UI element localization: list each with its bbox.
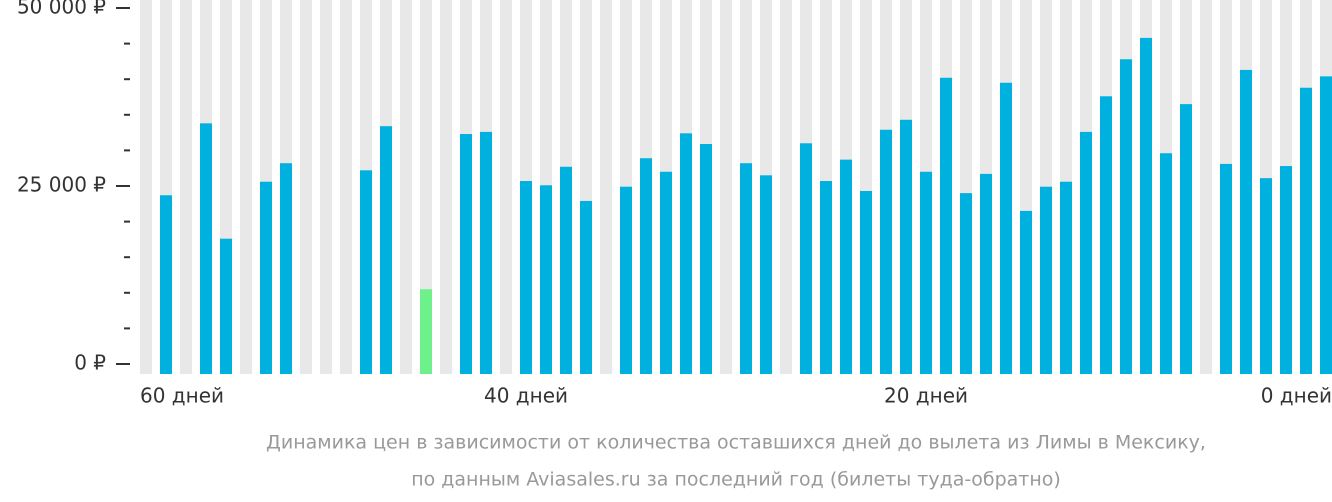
bar	[960, 193, 972, 374]
column-background	[440, 0, 452, 374]
bar	[1000, 82, 1012, 374]
column-background	[600, 0, 612, 374]
bar	[1320, 76, 1332, 375]
column-background	[780, 0, 792, 374]
bar	[860, 190, 872, 374]
x-tick-label: 60 дней	[140, 384, 224, 408]
bar	[900, 119, 912, 374]
bar	[820, 181, 832, 374]
bar	[740, 163, 752, 374]
bar	[1220, 163, 1232, 374]
bar	[280, 163, 292, 374]
bar	[1140, 37, 1152, 375]
bar	[640, 158, 652, 374]
y-tick-label: 50 000 ₽	[17, 0, 106, 19]
column-background	[500, 0, 512, 374]
column-background	[300, 0, 312, 374]
y-tick-label: 25 000 ₽	[17, 173, 106, 197]
bar	[1180, 104, 1192, 375]
bar	[160, 195, 172, 374]
bar	[560, 166, 572, 374]
column-background	[720, 0, 732, 374]
y-tick-label: 0 ₽	[74, 351, 106, 375]
column-background	[400, 0, 412, 374]
bar	[880, 129, 892, 374]
x-tick-label: 40 дней	[484, 384, 568, 408]
bar	[1100, 96, 1112, 375]
column-background	[140, 0, 152, 374]
column-background	[1200, 0, 1212, 374]
bar	[1260, 178, 1272, 374]
bar	[1040, 186, 1052, 374]
x-tick-label: 20 дней	[884, 384, 968, 408]
bar	[1280, 166, 1292, 374]
bar	[940, 77, 952, 374]
bar	[700, 143, 712, 374]
bar	[1080, 131, 1092, 374]
column-background	[420, 0, 432, 374]
column-background	[240, 0, 252, 374]
bar	[920, 171, 932, 374]
bar	[1240, 69, 1252, 374]
bar	[580, 200, 592, 374]
bar	[480, 131, 492, 374]
caption: Динамика цен в зависимости от количества…	[266, 432, 1206, 454]
bar	[680, 133, 692, 374]
column-background	[320, 0, 332, 374]
bar	[260, 181, 272, 374]
x-tick-label: 0 дней	[1261, 384, 1332, 408]
bar	[660, 171, 672, 374]
bar	[800, 143, 812, 374]
bar	[380, 126, 392, 374]
bar	[360, 170, 372, 374]
bar	[460, 134, 472, 374]
bar	[760, 175, 772, 374]
bar	[1300, 87, 1312, 374]
bar	[200, 123, 212, 375]
caption: по данным Aviasales.ru за последний год …	[411, 469, 1061, 491]
column-background	[180, 0, 192, 374]
bar	[520, 181, 532, 374]
bar	[420, 289, 432, 374]
bar	[220, 238, 232, 374]
bar	[1020, 210, 1032, 374]
bar	[1060, 181, 1072, 374]
bar	[540, 185, 552, 374]
bar	[840, 159, 852, 374]
bar	[980, 173, 992, 374]
bar	[1120, 59, 1132, 374]
bar	[620, 186, 632, 374]
column-background	[340, 0, 352, 374]
bar	[1160, 153, 1172, 374]
